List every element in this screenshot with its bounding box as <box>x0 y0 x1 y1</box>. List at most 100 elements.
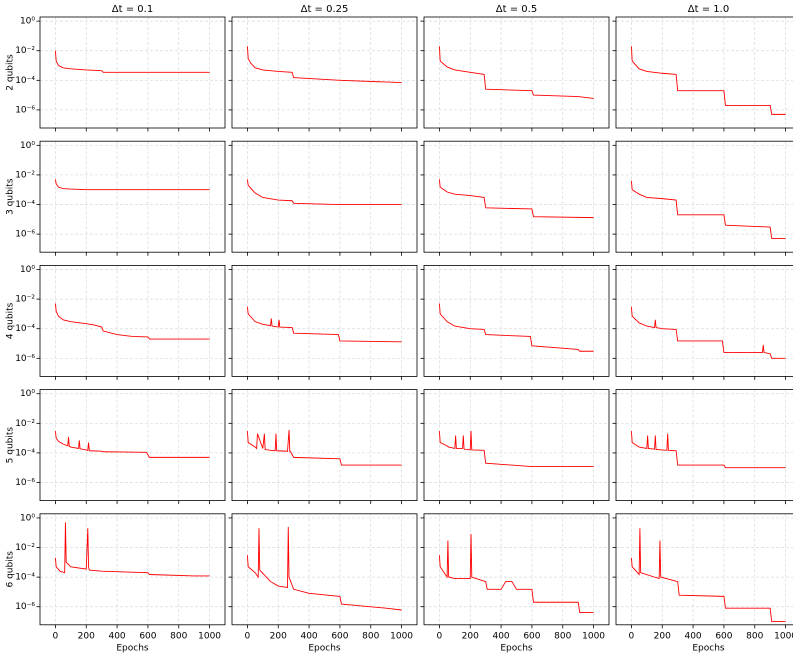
loss-line <box>438 534 594 614</box>
axes-frame <box>615 264 793 377</box>
loss-line <box>630 431 786 469</box>
loss-line <box>438 431 594 467</box>
loss-line <box>246 179 402 205</box>
axes-frame <box>39 264 226 377</box>
axes-frame <box>39 513 226 626</box>
x-tick-label: 1000 <box>582 631 605 641</box>
axes-frame <box>231 513 418 626</box>
subplot: 10⁰ 10⁻² 10⁻⁴ 10⁻⁶ Δt = 0.1 2 qubits <box>6 4 226 132</box>
x-tick-label: 400 <box>108 631 125 641</box>
y-tick-label: 10⁰ <box>20 513 35 523</box>
y-tick-label: 10⁻⁴ <box>15 200 35 210</box>
subplot: 10⁰ 10⁻² 10⁻⁴ 10⁻⁶ 4 qubits <box>6 264 226 380</box>
subplot <box>420 389 610 505</box>
x-tick-label: 1000 <box>390 631 413 641</box>
axes-frame <box>231 389 418 502</box>
subplot <box>228 140 418 256</box>
x-tick-label: 400 <box>684 631 701 641</box>
y-tick-label: 10⁻⁴ <box>15 448 35 458</box>
subplot: 0 200 400 600 800 1000 10⁰ 10⁻² 10⁻⁴ 10⁻⁶ 6 qubits… <box>6 513 226 653</box>
x-tick-label: 400 <box>492 631 509 641</box>
y-tick-label: 10⁻² <box>15 46 35 56</box>
row-label: 4 qubits <box>6 302 16 339</box>
loss-line <box>630 46 786 115</box>
loss-line <box>54 50 210 73</box>
x-tick-label: 200 <box>654 631 671 641</box>
loss-line <box>54 179 210 191</box>
axes-frame <box>423 140 610 253</box>
y-tick-label: 10⁰ <box>20 141 35 151</box>
loss-line <box>630 528 786 622</box>
x-axis-label: Epochs <box>692 643 725 653</box>
subplot: Δt = 1.0 <box>612 4 793 132</box>
y-tick-label: 10⁰ <box>20 265 35 275</box>
axes-frame <box>615 16 793 129</box>
x-tick-label: 800 <box>554 631 571 641</box>
x-axis-label: Epochs <box>116 643 149 653</box>
x-tick-label: 0 <box>53 631 59 641</box>
subplot: 10⁰ 10⁻² 10⁻⁴ 10⁻⁶ 5 qubits <box>6 389 226 505</box>
subplot: 10⁰ 10⁻² 10⁻⁴ 10⁻⁶ 3 qubits <box>6 140 226 256</box>
subplot <box>228 389 418 505</box>
y-tick-label: 10⁻⁶ <box>15 230 35 240</box>
loss-line <box>246 430 402 466</box>
subplot <box>612 140 793 256</box>
subplot: Δt = 0.5 <box>420 4 610 132</box>
loss-line <box>246 306 402 343</box>
subplot <box>420 264 610 380</box>
x-axis-label: Epochs <box>308 643 341 653</box>
loss-line <box>246 526 402 611</box>
x-tick-label: 0 <box>245 631 251 641</box>
axes-frame <box>231 16 418 129</box>
y-tick-label: 10⁻⁶ <box>15 602 35 612</box>
x-tick-label: 800 <box>362 631 379 641</box>
subplot: 0 200 400 600 800 1000 Epochs <box>420 513 610 653</box>
x-tick-label: 0 <box>437 631 443 641</box>
loss-line <box>438 179 594 219</box>
y-tick-label: 10⁻⁴ <box>15 573 35 583</box>
loss-line <box>630 180 786 240</box>
loss-line <box>54 303 210 340</box>
y-tick-label: 10⁻² <box>15 543 35 553</box>
column-title: Δt = 0.5 <box>496 4 537 15</box>
column-title: Δt = 1.0 <box>688 4 729 15</box>
x-tick-label: 1000 <box>774 631 793 641</box>
y-tick-label: 10⁻⁶ <box>15 478 35 488</box>
x-tick-label: 600 <box>331 631 348 641</box>
axes-frame <box>423 513 610 626</box>
axes-frame <box>615 513 793 626</box>
row-label: 6 qubits <box>6 551 16 588</box>
axes-frame <box>615 140 793 253</box>
row-label: 5 qubits <box>6 427 16 464</box>
x-tick-label: 800 <box>170 631 187 641</box>
x-tick-label: 600 <box>715 631 732 641</box>
column-title: Δt = 0.1 <box>112 4 153 15</box>
subplot <box>612 389 793 505</box>
x-tick-label: 200 <box>78 631 95 641</box>
axes-frame <box>423 389 610 502</box>
subplot: 0 200 400 600 800 1000 Epochs <box>612 513 793 653</box>
x-tick-label: 800 <box>746 631 763 641</box>
x-tick-label: 200 <box>462 631 479 641</box>
column-title: Δt = 0.25 <box>301 4 349 15</box>
loss-line <box>438 303 594 352</box>
axes-frame <box>39 389 226 502</box>
loss-line <box>630 306 786 359</box>
x-tick-label: 200 <box>270 631 287 641</box>
subplot: Δt = 0.25 <box>228 4 418 132</box>
subplot <box>228 264 418 380</box>
axes-frame <box>231 264 418 377</box>
y-tick-label: 10⁰ <box>20 389 35 399</box>
axes-frame <box>231 140 418 253</box>
loss-line <box>54 522 210 577</box>
subplot <box>420 140 610 256</box>
y-tick-label: 10⁰ <box>20 17 35 27</box>
axes-frame <box>615 389 793 502</box>
x-tick-label: 600 <box>523 631 540 641</box>
x-tick-label: 1000 <box>198 631 221 641</box>
y-tick-label: 10⁻² <box>15 170 35 180</box>
y-tick-label: 10⁻² <box>15 295 35 305</box>
axes-frame <box>423 16 610 129</box>
x-tick-label: 600 <box>139 631 156 641</box>
